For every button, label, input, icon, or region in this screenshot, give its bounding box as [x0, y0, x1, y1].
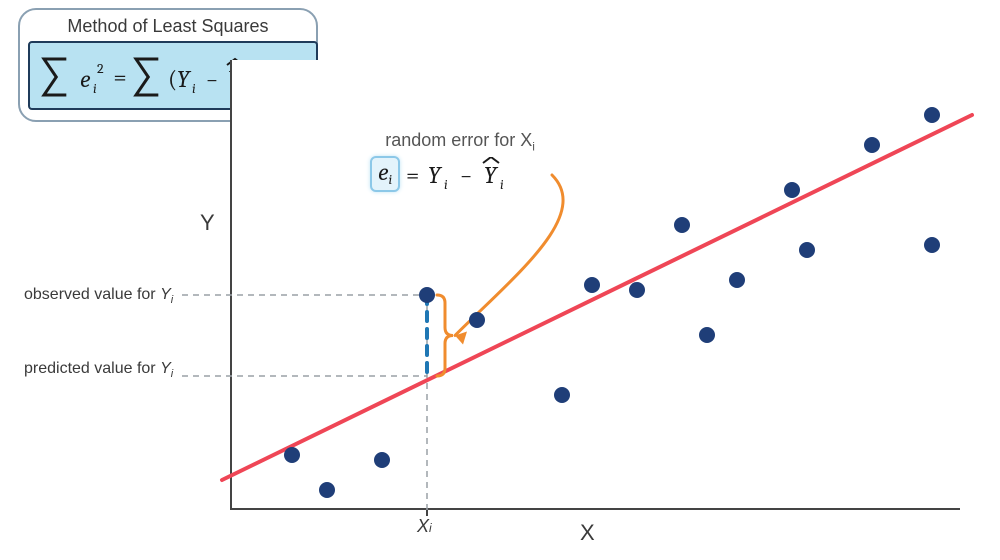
random-error-annotation: random error for Xi ei=Yi−Yi	[370, 130, 550, 193]
svg-text:−: −	[206, 67, 218, 93]
svg-text:=: =	[406, 161, 419, 189]
predicted-value-label: predicted value for Yi	[24, 360, 173, 380]
svg-text:2: 2	[97, 60, 104, 77]
svg-text:Y: Y	[484, 161, 499, 189]
svg-text:i: i	[192, 80, 196, 97]
svg-text:i: i	[444, 176, 448, 193]
svg-text:e: e	[80, 65, 91, 93]
x-axis-label: X	[580, 520, 595, 546]
xi-tick-label: Xi	[417, 516, 432, 537]
random-error-formula: ei=Yi−Yi	[370, 156, 550, 194]
least-squares-title: Method of Least Squares	[28, 16, 308, 37]
svg-text:i: i	[500, 176, 504, 193]
svg-text:i: i	[93, 80, 97, 97]
random-error-caption: random error for Xi	[370, 130, 550, 154]
svg-text:=: =	[113, 63, 126, 91]
scatter-plot	[230, 60, 960, 510]
observed-value-label: observed value for Yi	[24, 286, 173, 306]
plot-svg	[232, 60, 962, 510]
svg-text:−: −	[460, 163, 472, 189]
svg-text:Y: Y	[177, 65, 192, 93]
svg-text:Y: Y	[428, 161, 443, 189]
ei-highlight: ei	[370, 156, 400, 192]
svg-text:(: (	[168, 65, 177, 93]
figure-stage: Method of Least Squares ei2=(Yi−Yi)2 Y X…	[0, 0, 1000, 560]
y-axis-label: Y	[200, 210, 215, 236]
